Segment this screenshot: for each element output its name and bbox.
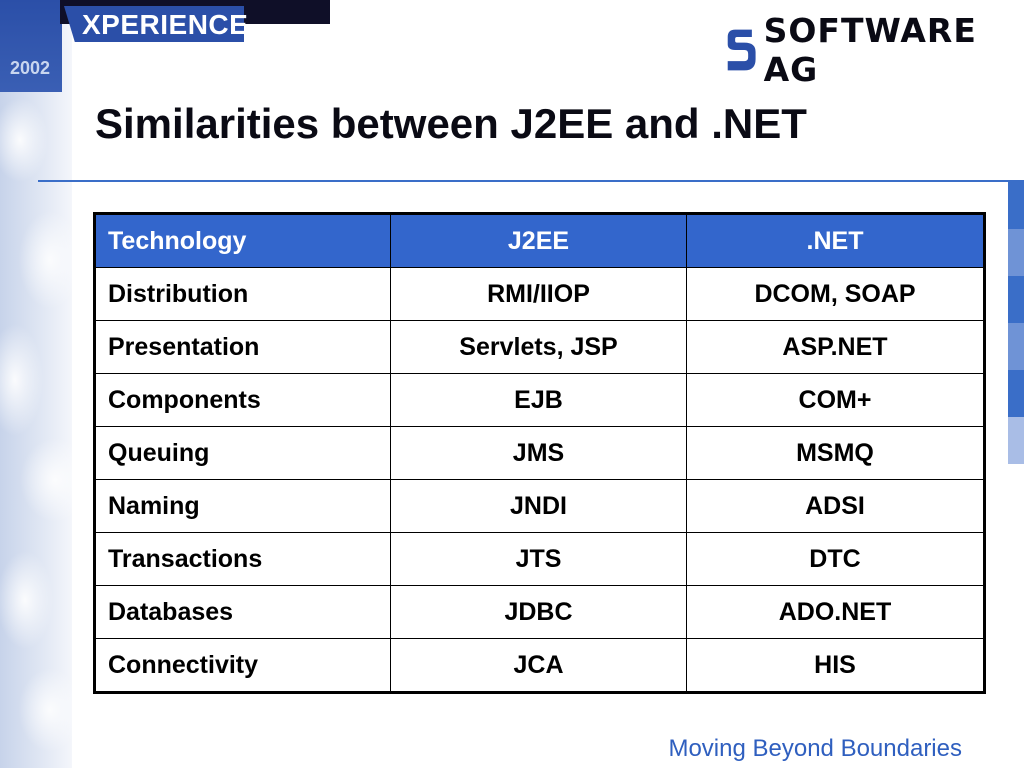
table-cell: HIS <box>686 638 985 693</box>
event-year: 2002 <box>10 58 51 78</box>
table-row: Naming JNDI ADSI <box>94 479 985 533</box>
logo-blue-bar <box>64 6 244 42</box>
table-cell: JTS <box>390 532 687 586</box>
table-cell: JDBC <box>390 585 687 639</box>
title-divider <box>38 180 1024 182</box>
table-cell: ADSI <box>686 479 985 533</box>
table-cell: Presentation <box>94 320 391 374</box>
column-header: .NET <box>686 213 985 268</box>
table-cell: Transactions <box>94 532 391 586</box>
table-row: Connectivity JCA HIS <box>94 638 985 693</box>
table-cell: JCA <box>390 638 687 693</box>
software-ag-s-icon <box>727 29 756 71</box>
table-cell: Servlets, JSP <box>390 320 687 374</box>
table-row: Databases JDBC ADO.NET <box>94 585 985 639</box>
software-ag-logo: SOFTWARE AG <box>724 11 1024 89</box>
event-logo-text: XPERIENCE <box>82 9 249 40</box>
table-cell: Naming <box>94 479 391 533</box>
table-cell: Connectivity <box>94 638 391 693</box>
logo-sidebar <box>0 0 62 92</box>
slide-title: Similarities between J2EE and .NET <box>95 100 807 147</box>
footer-tagline: Moving Beyond Boundaries <box>668 735 962 762</box>
stripe <box>1008 370 1024 417</box>
table-cell: EJB <box>390 373 687 427</box>
table-cell: Distribution <box>94 267 391 321</box>
table-cell: ADO.NET <box>686 585 985 639</box>
table-row: Presentation Servlets, JSP ASP.NET <box>94 320 985 374</box>
table-cell: JMS <box>390 426 687 480</box>
stripe <box>1008 229 1024 276</box>
decorative-stripes <box>1008 182 1024 464</box>
table-cell: DTC <box>686 532 985 586</box>
table-cell: ASP.NET <box>686 320 985 374</box>
table-cell: MSMQ <box>686 426 985 480</box>
table-cell: Components <box>94 373 391 427</box>
table-cell: DCOM, SOAP <box>686 267 985 321</box>
stripe <box>1008 182 1024 229</box>
table-row: Queuing JMS MSMQ <box>94 426 985 480</box>
column-header: Technology <box>94 213 391 268</box>
table-row: Transactions JTS DTC <box>94 532 985 586</box>
comparison-table: Technology J2EE .NET Distribution RMI/II… <box>93 212 986 694</box>
stripe <box>1008 417 1024 464</box>
company-logo-text: SOFTWARE AG <box>763 11 977 89</box>
stripe <box>1008 276 1024 323</box>
table-cell: Queuing <box>94 426 391 480</box>
cloud-background-strip <box>0 0 72 768</box>
table-cell: COM+ <box>686 373 985 427</box>
stripe <box>1008 323 1024 370</box>
table-cell: RMI/IIOP <box>390 267 687 321</box>
table-cell: JNDI <box>390 479 687 533</box>
table-row: Components EJB COM+ <box>94 373 985 427</box>
table-row: Distribution RMI/IIOP DCOM, SOAP <box>94 267 985 321</box>
xperience-logo: XPERIENCE 2002 <box>0 0 330 92</box>
column-header: J2EE <box>390 213 687 268</box>
table-cell: Databases <box>94 585 391 639</box>
table-header-row: Technology J2EE .NET <box>94 213 985 268</box>
